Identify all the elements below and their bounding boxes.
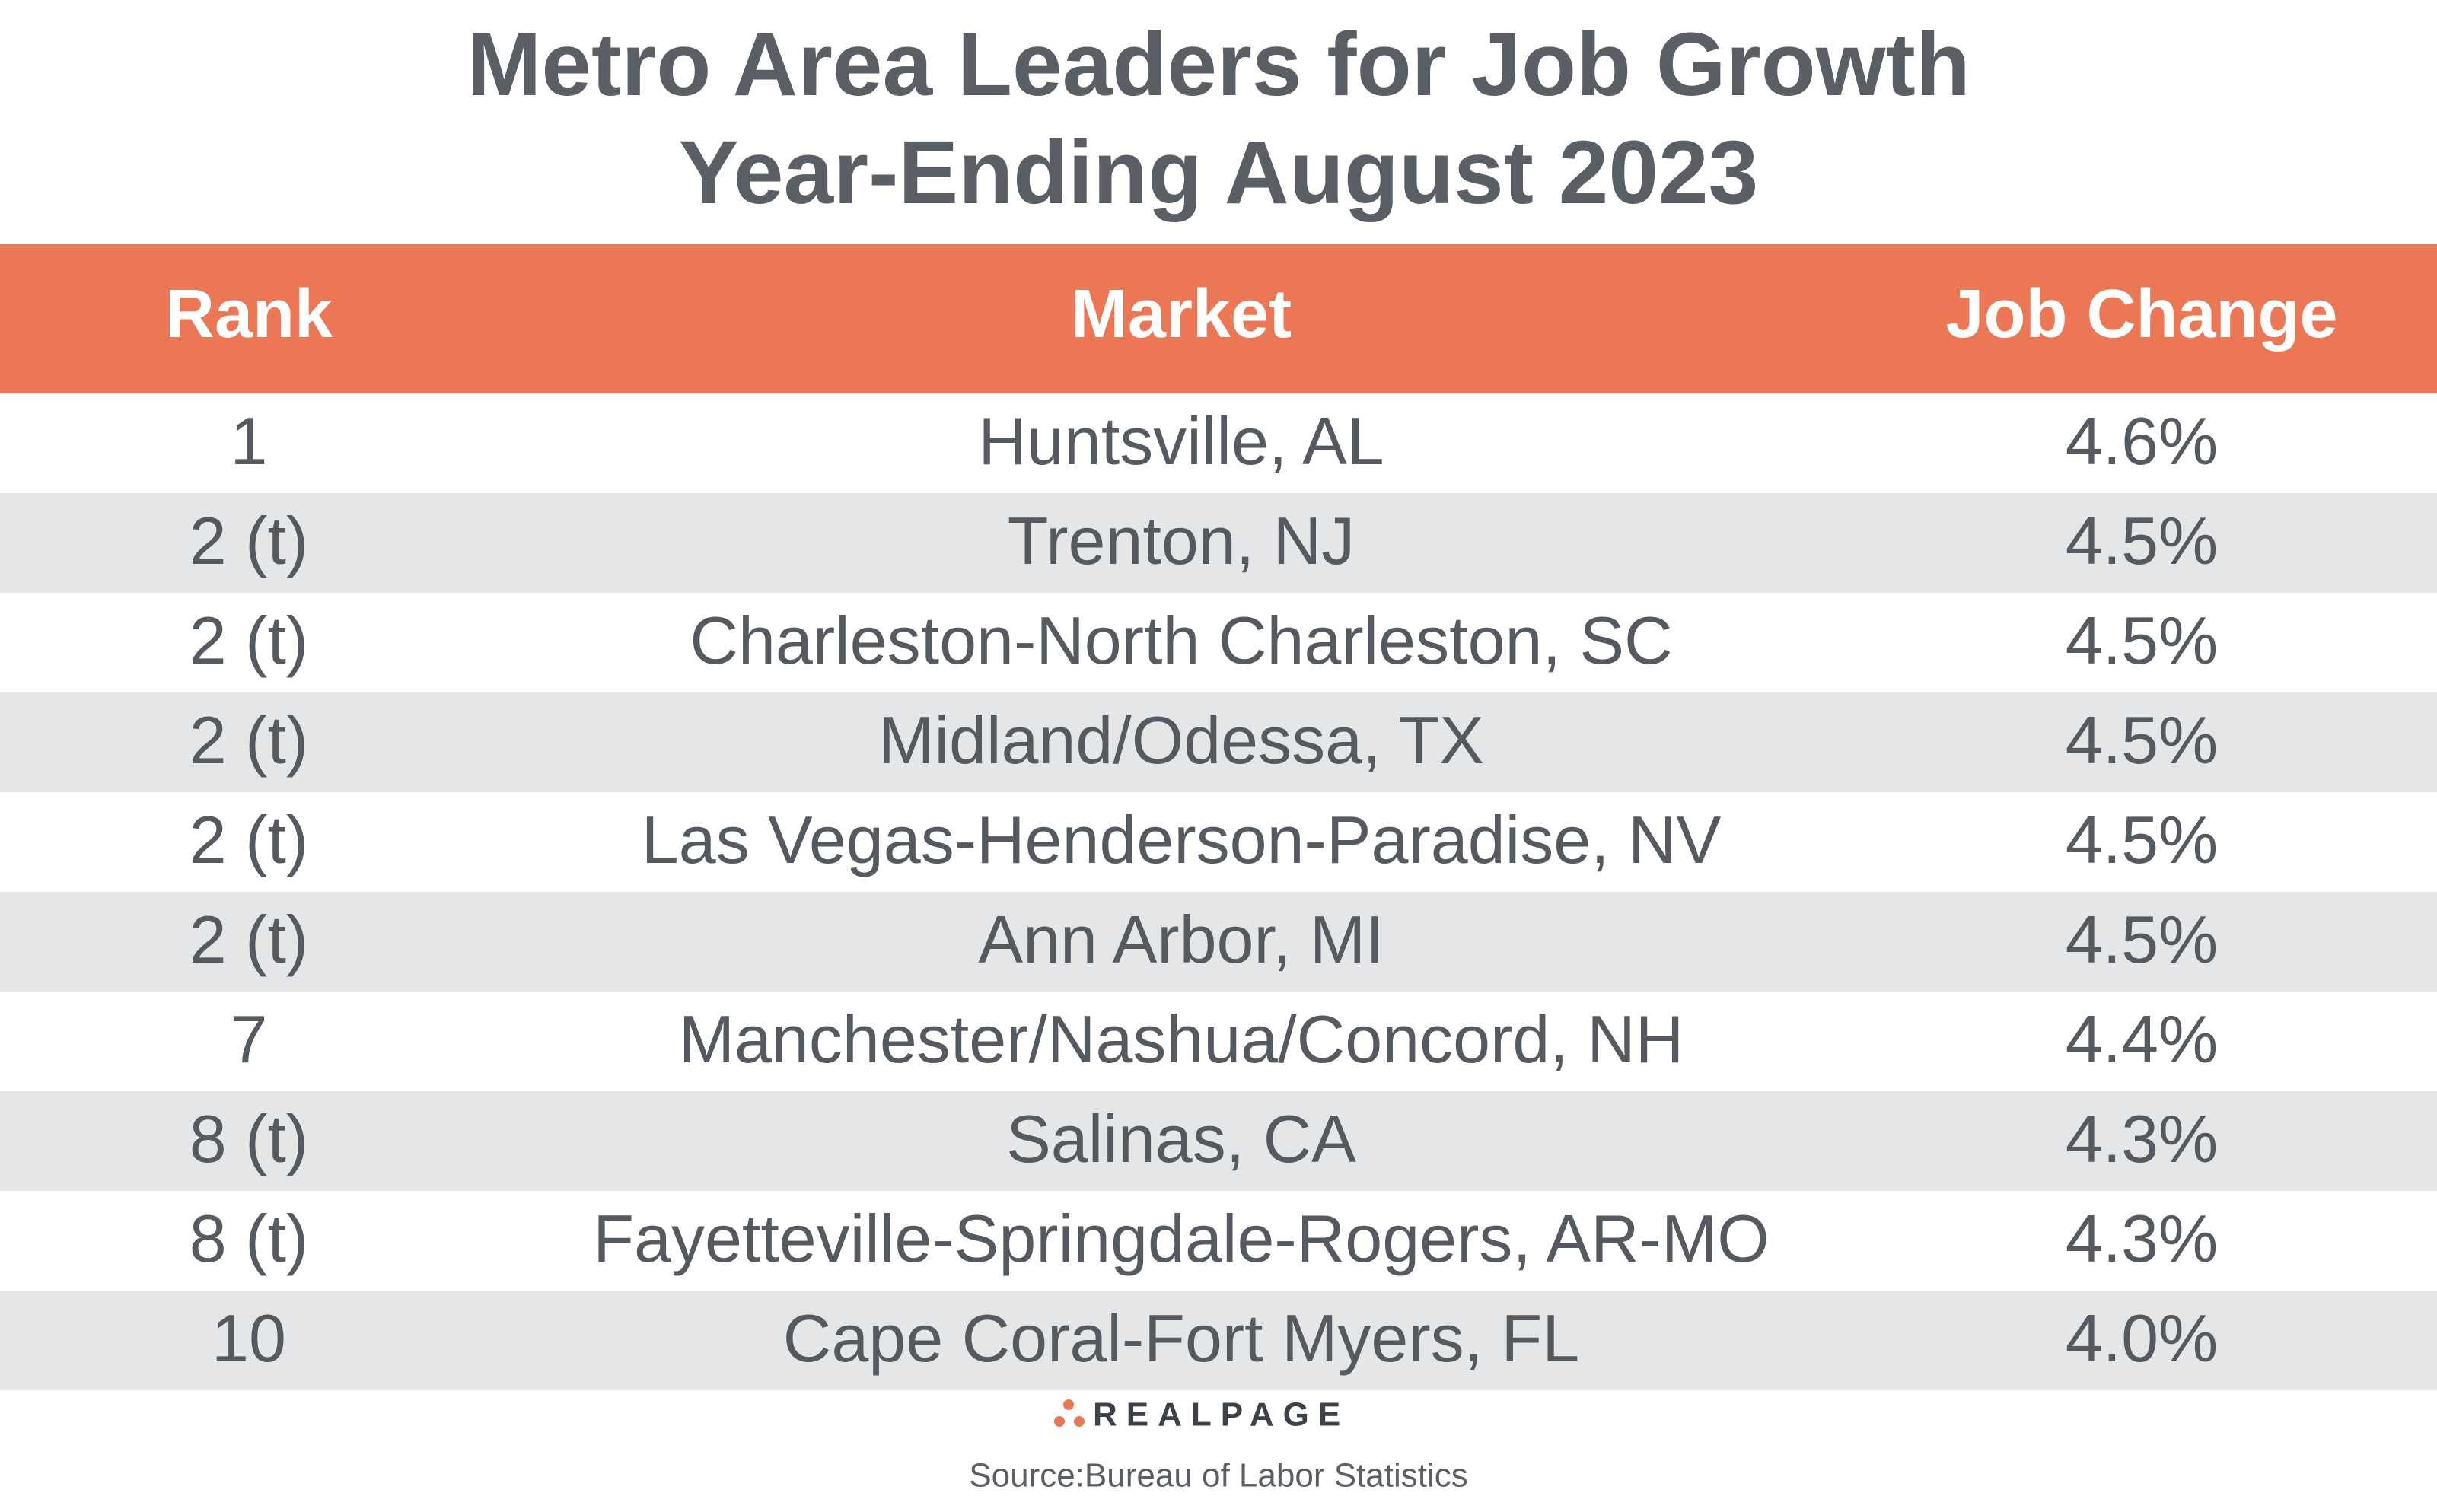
table-cell: 2 (t) xyxy=(190,902,308,977)
table-cell: 4.6% xyxy=(2066,403,2219,479)
logo-dot xyxy=(1074,1416,1085,1427)
table-cell: 4.3% xyxy=(2066,1201,2219,1276)
table-cell: 2 (t) xyxy=(190,702,308,778)
table-cell: 4.5% xyxy=(2066,503,2219,578)
table-cell: Manchester/Nashua/Concord, NH xyxy=(679,1001,1684,1077)
logo-text: REALPAGE xyxy=(1093,1396,1349,1434)
table-cell: 2 (t) xyxy=(190,503,308,578)
table-cell: 4.4% xyxy=(2066,1001,2219,1077)
row-band xyxy=(0,892,2437,992)
column-header: Market xyxy=(1071,276,1292,352)
table-cell: 4.5% xyxy=(2066,902,2219,977)
table-cell: 4.5% xyxy=(2066,702,2219,778)
table-cell: 4.3% xyxy=(2066,1101,2219,1176)
table-cell: Huntsville, AL xyxy=(978,403,1384,479)
table-cell: 10 xyxy=(212,1300,286,1376)
table-cell: 8 (t) xyxy=(190,1101,308,1176)
table-cell: Las Vegas-Henderson-Paradise, NV xyxy=(642,802,1722,877)
row-band xyxy=(0,493,2437,593)
table-cell: 4.5% xyxy=(2066,603,2219,678)
table-cell: 1 xyxy=(231,403,268,479)
table-cell: Midland/Odessa, TX xyxy=(878,702,1484,778)
table-cell: Ann Arbor, MI xyxy=(978,902,1384,977)
column-header: Rank xyxy=(165,276,333,352)
table-cell: Fayetteville-Springdale-Rogers, AR-MO xyxy=(593,1201,1769,1276)
table-cell: 4.0% xyxy=(2066,1300,2219,1376)
logo-dot xyxy=(1054,1416,1065,1427)
row-band xyxy=(0,692,2437,792)
title-line: Year-Ending August 2023 xyxy=(679,123,1759,223)
table-cell: Trenton, NJ xyxy=(1008,503,1355,578)
table-cell: 7 xyxy=(231,1001,268,1077)
table-cell: Cape Coral-Fort Myers, FL xyxy=(783,1300,1579,1376)
title-line: Metro Area Leaders for Job Growth xyxy=(467,14,1970,115)
table-cell: 2 (t) xyxy=(190,802,308,877)
table-cell: 2 (t) xyxy=(190,603,308,678)
source: Source:Bureau of Labor Statistics xyxy=(969,1457,1467,1494)
logo: REALPAGE xyxy=(1054,1396,1349,1434)
table-cell: 8 (t) xyxy=(190,1201,308,1276)
row-band xyxy=(0,1091,2437,1191)
column-header: Job Change xyxy=(1945,276,2337,352)
header-band xyxy=(0,244,2437,393)
table-cell: Salinas, CA xyxy=(1006,1101,1356,1176)
table-cell: Charleston-North Charleston, SC xyxy=(690,603,1672,678)
logo-dot xyxy=(1063,1399,1074,1410)
row-band xyxy=(0,1291,2437,1390)
table-cell: 4.5% xyxy=(2066,802,2219,877)
